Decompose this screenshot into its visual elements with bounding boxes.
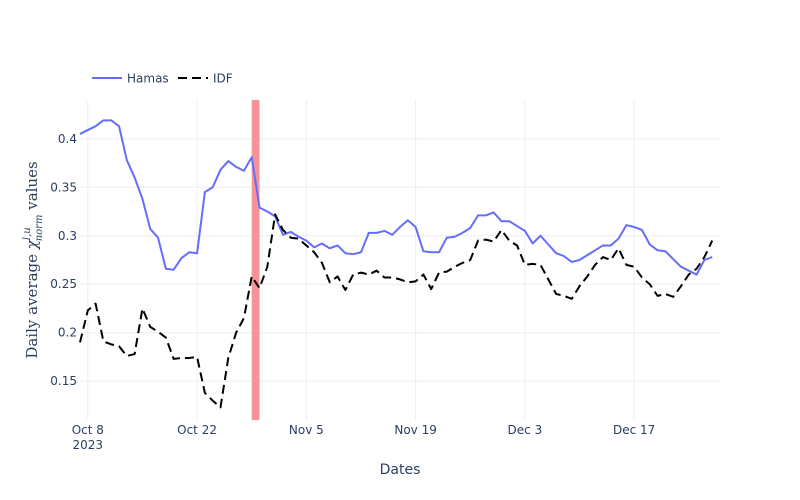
y-tick-label: 0.25 (50, 277, 77, 291)
series-line-hamas (79, 119, 713, 276)
y-tick-label: 0.35 (50, 180, 77, 194)
legend-label-idf: IDF (213, 72, 233, 86)
x-tick-label: Nov 19 (394, 423, 437, 437)
x-axis-title: Dates (380, 462, 421, 478)
x-tick-label: Oct 22 (177, 423, 217, 437)
series-lines (79, 119, 714, 409)
x-tick-sublabel: 2023 (73, 438, 104, 452)
x-tick-label: Nov 5 (289, 423, 324, 437)
y-axis-title: Daily average χl,unorm values (22, 161, 45, 358)
highlight-band (251, 100, 260, 420)
grid-lines (80, 100, 720, 420)
y-tick-label: 0.4 (58, 132, 77, 146)
legend-item-hamas[interactable]: Hamas (92, 72, 169, 86)
legend-item-idf[interactable]: IDF (178, 72, 233, 86)
y-axis-ticks: 0.15 0.2 0.25 0.3 0.35 0.4 (50, 132, 77, 388)
y-tick-label: 0.2 (58, 326, 77, 340)
legend[interactable]: Hamas IDF (92, 72, 233, 86)
legend-label-hamas: Hamas (127, 72, 169, 86)
series-line-idf (79, 213, 714, 409)
highlight-band-group (251, 100, 260, 420)
y-tick-label: 0.15 (50, 374, 77, 388)
x-tick-label: Dec 17 (613, 423, 655, 437)
x-tick-label: Oct 8 (72, 423, 104, 437)
x-tick-label: Dec 3 (508, 423, 543, 437)
y-tick-label: 0.3 (58, 229, 77, 243)
